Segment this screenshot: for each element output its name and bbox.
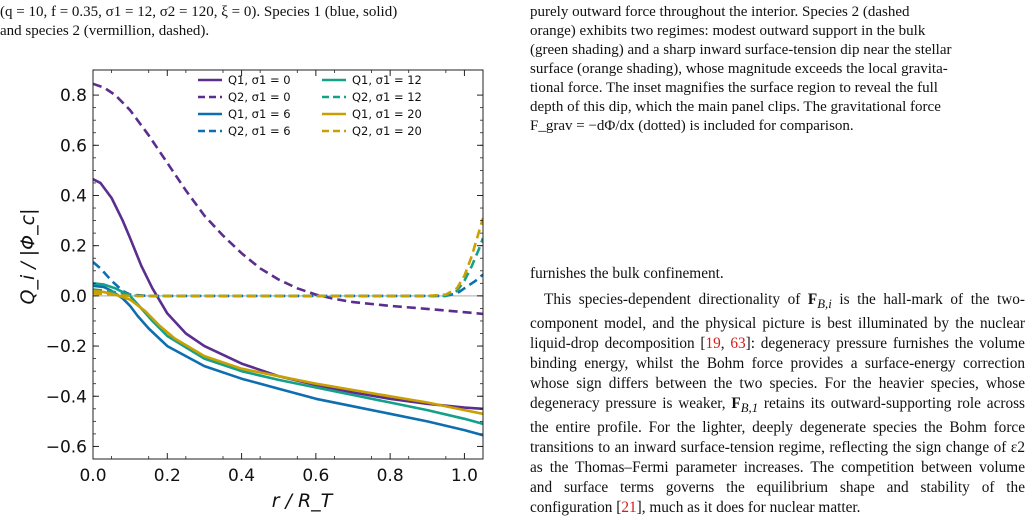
legend-label: Q2, σ1 = 0: [228, 90, 291, 104]
legend-label: Q1, σ1 = 6: [228, 107, 291, 121]
line-chart: 0.0 0.2 0.4 0.6 0.8 1.0 −0.6 −0.4 −0.2 0.0 0.2 0.4 0…: [0, 60, 510, 519]
series-line: [93, 82, 483, 316]
chart-svg: 0.0 0.2 0.4 0.6 0.8 1.0 −0.6 −0.4 −0.2 0.0 0.2 0.4 0…: [17, 69, 484, 512]
legend-label: Q2, σ1 = 6: [228, 124, 291, 138]
x-tick-label: 0.2: [154, 466, 181, 486]
body-text: furnishes the bulk confinement. This spe…: [530, 264, 1025, 518]
caption-right-line: F_grav = −dΦ/dx (dotted) is included for…: [530, 118, 854, 134]
x-tick-label: 0.6: [302, 466, 329, 486]
y-tick-label: 0.2: [60, 237, 87, 257]
legend-label: Q2, σ1 = 12: [352, 90, 422, 104]
caption-left-line: and species 2 (vermillion, dashed).: [0, 23, 210, 39]
paragraph: This species-dependent directionality of…: [530, 291, 1026, 517]
citation-link[interactable]: 21: [621, 499, 637, 517]
x-tick-label: 0.8: [377, 466, 404, 486]
bold-symbol: F: [731, 395, 741, 413]
text-run: ], much as it does for nuclear matter.: [636, 499, 861, 517]
caption-right-line: depth of this dip, which the main panel …: [530, 99, 941, 115]
text-run: is the hall-mark of the two-component mo…: [530, 291, 1025, 353]
caption-right-line: orange) exhibits two regimes: modest out…: [530, 23, 926, 39]
series-line: [93, 289, 483, 416]
x-tick-label: 0.0: [79, 466, 106, 486]
caption-right-line: surface (orange shading), whose magnitud…: [530, 61, 948, 77]
legend-label: Q2, σ1 = 20: [352, 124, 422, 138]
series-line: [93, 217, 483, 298]
y-tick-label: −0.4: [46, 387, 87, 407]
y-tick-label: 0.8: [60, 86, 87, 106]
text-run: ,: [720, 335, 731, 353]
series-line: [93, 178, 483, 411]
legend-label: Q1, σ1 = 12: [352, 73, 422, 87]
axes-frame: [92, 69, 484, 460]
y-tick-label: 0.0: [60, 287, 87, 307]
figure-caption-left: (q = 10, f = 0.35, σ1 = 12, σ2 = 120, ξ …: [0, 3, 500, 41]
caption-right-line: purely outward force throughout the inte…: [530, 4, 910, 20]
y-tick-label: 0.6: [60, 136, 87, 156]
x-axis-label: r / R_T: [272, 490, 334, 512]
y-tick-label: −0.6: [46, 437, 87, 457]
x-tick-label: 0.4: [228, 466, 255, 486]
legend-label: Q1, σ1 = 0: [228, 73, 291, 87]
text-run: This species-dependent directionality of: [544, 291, 808, 308]
y-tick-label: 0.4: [60, 186, 87, 206]
x-tick-label: 1.0: [451, 466, 478, 486]
figure-caption-right: purely outward force throughout the inte…: [530, 3, 1025, 136]
legend-label: Q1, σ1 = 20: [352, 107, 422, 121]
bold-symbol: F: [807, 291, 818, 308]
y-tick-label: −0.2: [46, 337, 87, 357]
series-line: [93, 261, 483, 298]
citation-link[interactable]: 19: [705, 335, 721, 353]
citation-link[interactable]: 63: [730, 335, 746, 353]
caption-right-line: (green shading) and a sharp inward surfa…: [530, 42, 952, 58]
text-run: retains its outward-supporting role acro…: [530, 395, 1026, 517]
caption-right-line: tional force. The inset magnifies the su…: [530, 80, 938, 96]
text-run: ]: degeneracy pressure furnishes the vol…: [530, 335, 1025, 413]
caption-left-line: (q = 10, f = 0.35, σ1 = 12, σ2 = 120, ξ …: [0, 4, 398, 20]
paragraph: furnishes the bulk confinement.: [530, 265, 724, 282]
y-axis-label: Q_i / |Φ_c|: [17, 209, 39, 305]
